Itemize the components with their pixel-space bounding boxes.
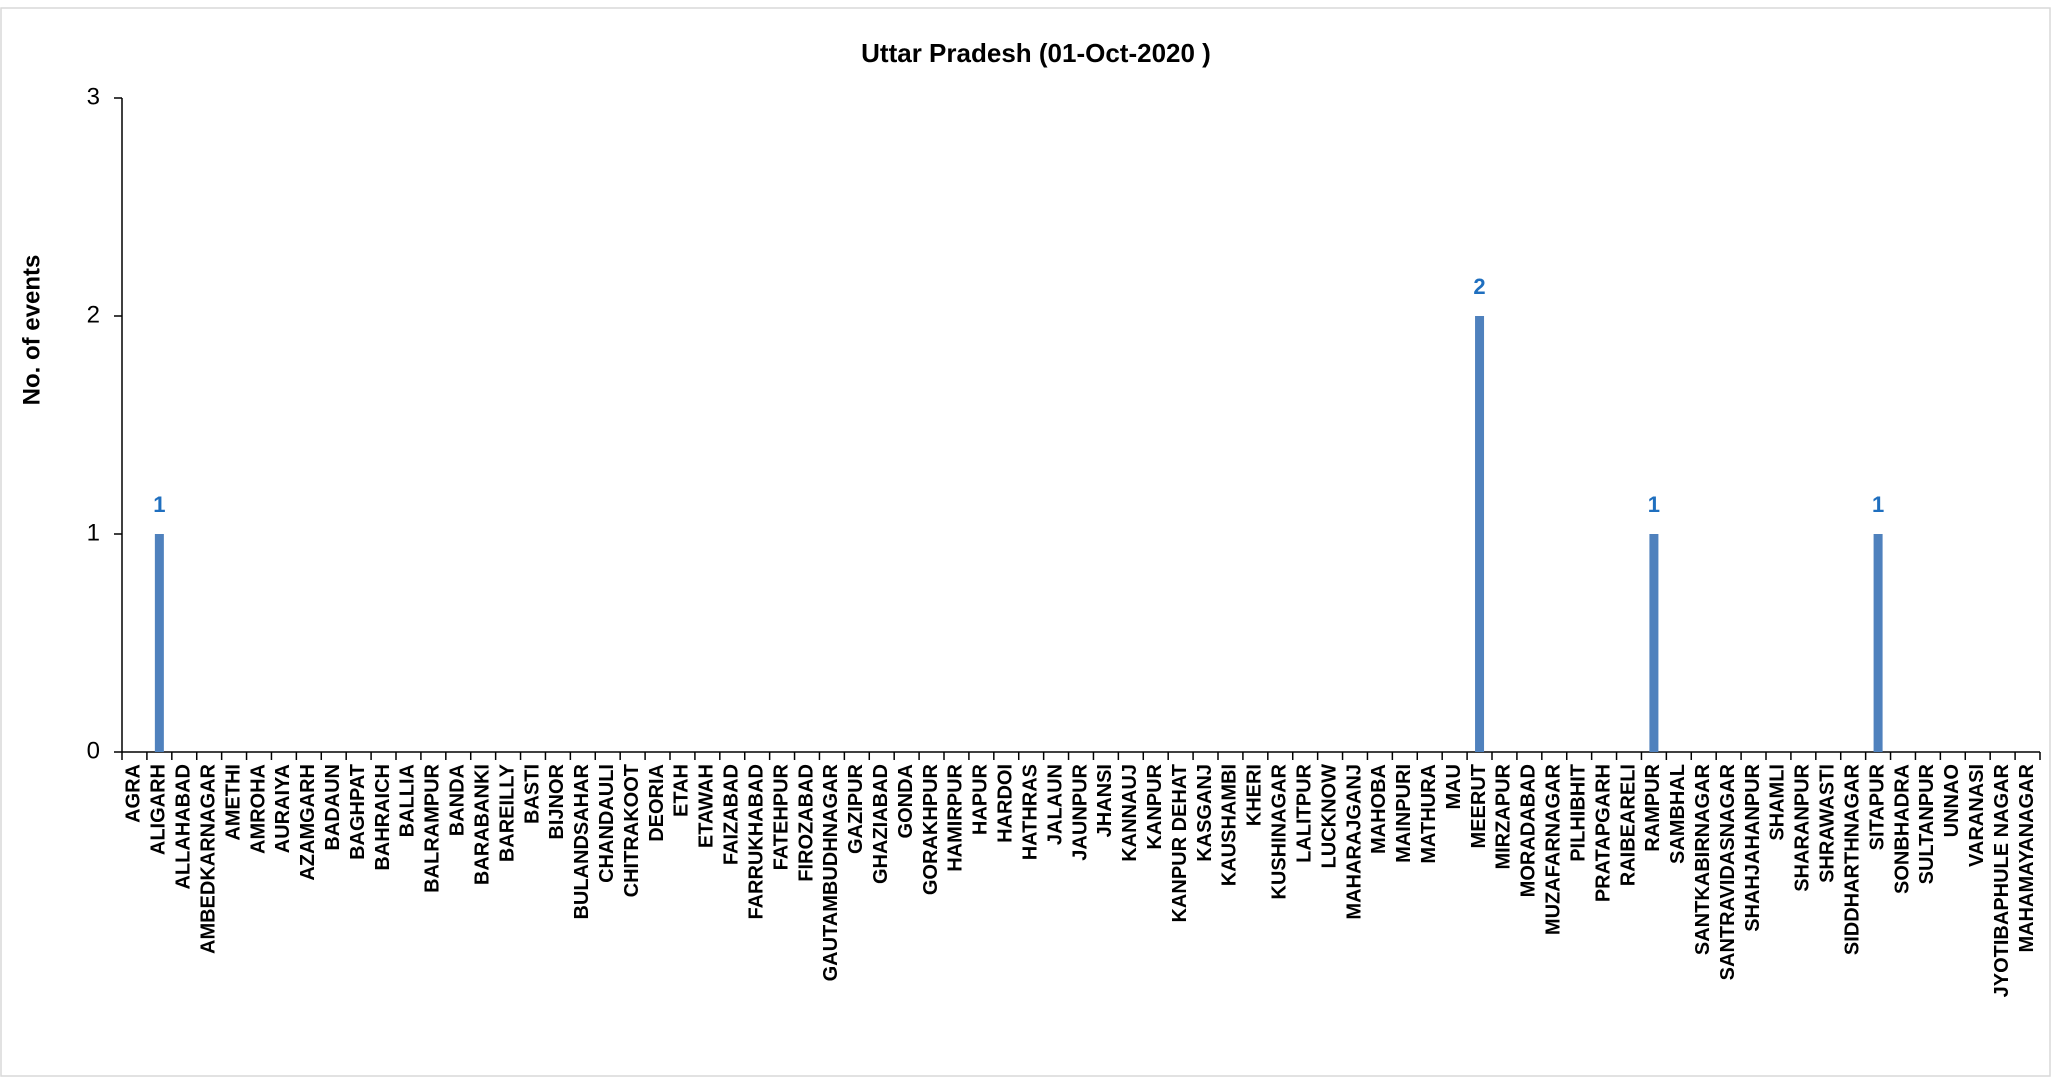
x-tick-label: BAHRAICH [372,764,394,871]
value-label: 1 [153,492,165,517]
y-tick-label: 3 [87,83,100,110]
y-tick-label: 1 [87,519,100,546]
x-tick-label: MAU [1443,764,1465,810]
x-tick-label: ETAH [671,764,693,817]
x-tick-label: CHANDAULI [596,764,618,883]
x-tick-label: AMROHA [247,764,269,854]
x-tick-label: ETAWAH [696,764,718,848]
x-tick-label: SHARANPUR [1792,763,1814,891]
x-tick-label: KHERI [1244,764,1266,826]
x-tick-label: BIJNOR [546,763,568,839]
x-tick-label: AZAMGARH [297,764,319,881]
x-tick-label: BULANDSAHAR [571,763,593,919]
x-tick-label: BAREILLY [496,763,518,862]
x-tick-label: SULTANPUR [1916,763,1938,884]
x-tick-label: JAUNPUR [1069,763,1091,860]
x-tick-label: MORADABAD [1518,764,1540,897]
x-tick-label: SHRAWASTI [1817,764,1839,883]
x-tick-label: KUSHINAGAR [1269,763,1291,899]
x-tick-label: SAMBHAL [1667,764,1689,864]
x-tick-label: MATHURA [1418,764,1440,864]
x-tick-label: HARDOI [995,764,1017,843]
x-tick-label: GAZIPUR [845,763,867,854]
x-tick-label: AMBEDKARNAGAR [197,763,219,954]
x-tick-label: RAMPUR [1642,763,1664,851]
x-tick-label: LALITPUR [1293,763,1315,862]
x-tick-label: BANDA [447,764,469,836]
x-tick-label: HATHRAS [1019,764,1041,860]
x-tick-label: BALLIA [397,764,419,837]
x-tick-label: KANNAUJ [1119,764,1141,862]
bar [1873,534,1883,752]
x-tick-label: PRATAPGARH [1592,764,1614,902]
y-tick-label: 2 [87,301,100,328]
x-tick-label: GORAKHPUR [920,763,942,895]
bar [1475,316,1485,752]
x-tick-label: JYOTIBAPHULE NAGAR [1991,763,2013,997]
x-tick-label: SHAHJAHANPUR [1742,763,1764,931]
x-tick-label: AURAIYA [272,764,294,853]
x-tick-label: FIROZABAD [795,764,817,882]
x-tick-label: SANTRAVIDASNAGAR [1717,763,1739,980]
x-tick-label: FARRUKHABAD [745,764,767,920]
x-tick-label: HAPUR [970,763,992,835]
x-tick-label: KAUSHAMBI [1219,764,1241,886]
x-tick-label: VARANASI [1966,764,1988,867]
value-label: 1 [1872,492,1884,517]
bar [1649,534,1659,752]
x-tick-label: MEERUT [1468,764,1490,848]
x-tick-label: UNNAO [1941,764,1963,837]
x-tick-label: BASTI [521,764,543,824]
x-tick-label: SITAPUR [1866,763,1888,850]
x-tick-label: ALLAHABAD [173,764,195,890]
x-tick-label: GAUTAMBUDHNAGAR [820,763,842,981]
x-tick-label: PILHIBHIT [1567,764,1589,862]
x-tick-label: AGRA [123,764,145,823]
y-axis-label: No. of events [18,255,45,406]
x-tick-label: KANPUR [1144,763,1166,849]
x-tick-label: BADAUN [322,764,344,851]
chart-border [0,7,2051,1077]
x-tick-label: GONDA [895,764,917,838]
x-tick-label: SANTKABIRNAGAR [1692,763,1714,955]
x-tick-label: JHANSI [1094,764,1116,837]
bar [154,534,164,752]
x-tick-label: SIDDHARTHNAGAR [1841,763,1863,955]
x-tick-label: MUZAFARNAGAR [1543,763,1565,935]
y-tick-label: 0 [87,737,100,764]
x-tick-label: FATEHPUR [770,763,792,870]
x-tick-label: BALRAMPUR [422,763,444,892]
x-tick-label: DEORIA [646,764,668,842]
x-tick-label: RAIBEARELI [1617,764,1639,886]
value-label: 2 [1473,274,1485,299]
x-tick-label: SONBHADRA [1891,764,1913,894]
x-tick-label: GHAZIABAD [870,764,892,884]
chart-title: Uttar Pradesh (01-Oct-2020 ) [861,38,1211,68]
x-tick-label: LUCKNOW [1318,764,1340,869]
x-tick-label: MAINPURI [1393,764,1415,863]
x-tick-label: MAHOBA [1368,764,1390,854]
x-tick-label: MIRZAPUR [1493,763,1515,869]
x-tick-label: SHAMLI [1767,764,1789,841]
value-label: 1 [1648,492,1660,517]
x-tick-label: BARABANKI [471,764,493,885]
x-tick-label: AMETHI [222,764,244,841]
x-tick-label: HAMIRPUR [945,763,967,871]
x-tick-label: MAHARAJGANJ [1343,764,1365,920]
x-tick-label: CHITRAKOOT [621,764,643,897]
x-tick-label: KANPUR DEHAT [1169,764,1191,923]
x-tick-label: MAHAMAYANAGAR [2016,763,2038,952]
x-tick-label: KASGANJ [1194,764,1216,862]
x-tick-label: ALIGARH [148,764,170,855]
x-tick-label: JALAUN [1044,764,1066,845]
x-tick-label: BAGHPAT [347,764,369,860]
x-tick-label: FAIZABAD [721,764,743,865]
